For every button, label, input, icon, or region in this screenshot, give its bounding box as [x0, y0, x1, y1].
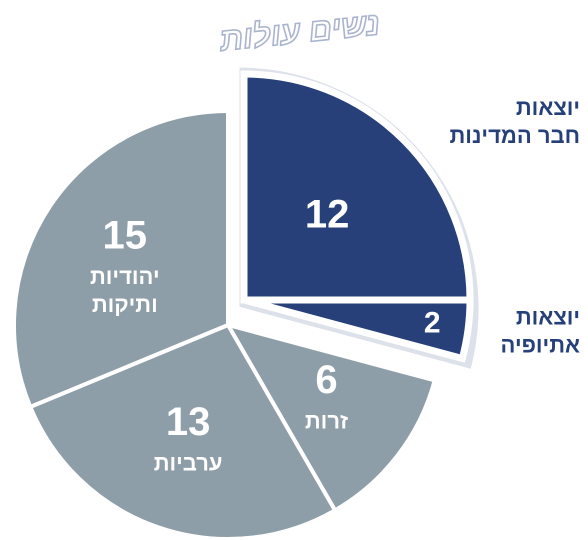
- highlight-label: נשים עולות: [217, 5, 381, 58]
- pie-slice: [12, 108, 230, 410]
- pie-slice: [27, 322, 338, 540]
- pie-slice: [223, 321, 438, 514]
- category-label: יוצאות: [516, 304, 580, 329]
- pie-slice: [240, 70, 474, 304]
- value-label: 15: [103, 214, 148, 258]
- category-label: אתיופיה: [501, 332, 580, 357]
- value-label: 12: [305, 192, 350, 236]
- category-label: יוצאות: [516, 95, 580, 120]
- category-label: ותיקות: [92, 292, 158, 317]
- category-label: ערביות: [154, 450, 223, 475]
- category-label: חבר המדינות: [450, 123, 580, 148]
- value-label: 13: [166, 400, 211, 444]
- pie-slice: [243, 296, 474, 363]
- category-label: יהודיות: [90, 264, 160, 289]
- value-label: 2: [424, 307, 441, 340]
- category-label: זרות: [305, 408, 348, 433]
- value-label: 6: [315, 358, 337, 402]
- pie-layer: [12, 70, 474, 540]
